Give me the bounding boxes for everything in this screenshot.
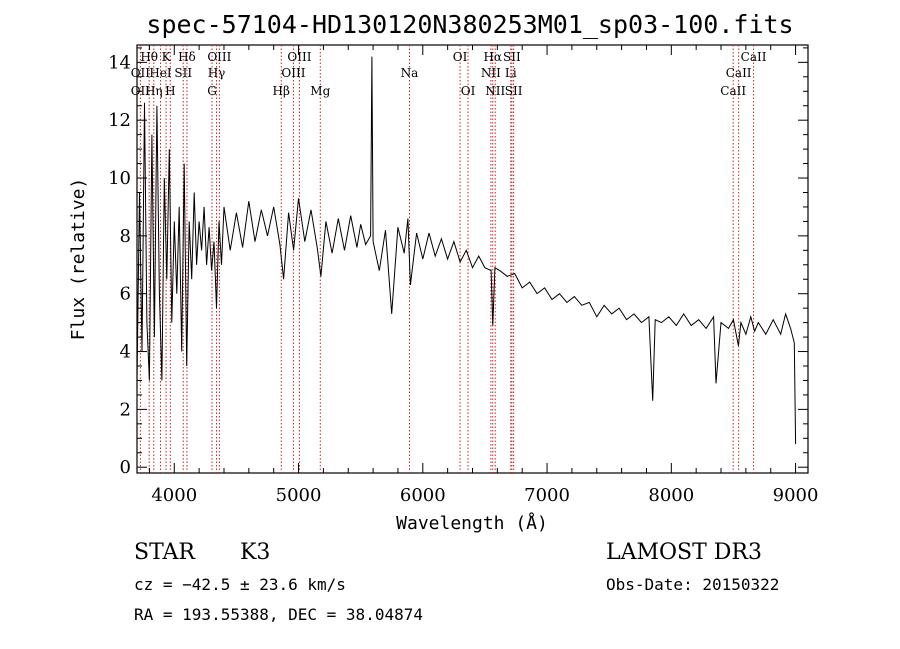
spectral-line-label: OI — [461, 84, 476, 98]
observation-date: Obs-Date: 20150322 — [606, 575, 779, 594]
spectral-line-label: Hα — [483, 50, 502, 64]
coordinates: RA = 193.55388, DEC = 38.04874 — [134, 605, 423, 624]
spectral-line-label: HeI — [149, 66, 172, 80]
object-class: STAR — [134, 540, 196, 565]
y-tick-label: 14 — [108, 52, 131, 73]
spectral-line-label: Hγ — [208, 66, 226, 80]
x-tick-labels: 4000 5000 6000 7000 8000 9000 — [151, 485, 818, 506]
spectral-line-label: CaII — [720, 84, 746, 98]
spectral-line-label: CaII — [741, 50, 767, 64]
spectral-line-label: SII — [505, 84, 523, 98]
object-subclass: K3 — [240, 540, 270, 565]
spectral-line-label: OIII — [207, 50, 231, 64]
x-axis-label: Wavelength (Å) — [396, 512, 548, 534]
y-axis-label: Flux (relative) — [68, 178, 89, 341]
y-tick-label: 12 — [108, 110, 131, 131]
spectral-line-label: Hη — [145, 84, 163, 98]
redshift-velocity: cz = −42.5 ± 23.6 km/s — [134, 575, 346, 594]
y-tick-labels: 0 2 4 6 8 10 12 14 — [108, 52, 131, 478]
y-tick-label: 2 — [120, 399, 131, 420]
x-tick-label: 8000 — [648, 485, 694, 506]
chart-title: spec-57104-HD130120N380253M01_sp03-100.f… — [146, 10, 793, 39]
y-tick-label: 10 — [108, 168, 131, 189]
spectral-line-label: G — [207, 84, 217, 98]
x-tick-label: 6000 — [400, 485, 446, 506]
spectral-line-label: SII — [174, 66, 192, 80]
x-tick-label: 4000 — [151, 485, 197, 506]
spectral-line-label: OII — [131, 66, 151, 80]
spectral-line-label: OIII — [287, 50, 311, 64]
spectral-line-label: Na — [401, 66, 419, 80]
x-tick-label: 9000 — [773, 485, 819, 506]
spectral-line-label: CaII — [726, 66, 752, 80]
survey-name: LAMOST DR3 — [606, 540, 762, 565]
spectral-line-label: K — [162, 50, 172, 64]
spectral-line-markers — [139, 45, 755, 473]
spectral-line-label: Hβ — [273, 84, 290, 98]
spectral-line-label: Hθ — [140, 50, 158, 64]
spectral-line-label: NII — [481, 66, 501, 80]
spectral-line-label: Mg — [310, 84, 330, 98]
spectrum-series-line — [136, 56, 797, 445]
info-block: STAR K3 LAMOST DR3 cz = −42.5 ± 23.6 km/… — [134, 540, 779, 624]
x-tick-label: 5000 — [276, 485, 322, 506]
spectral-line-label: OIII — [281, 66, 305, 80]
spectral-line-label: OI — [453, 50, 468, 64]
spectral-line-label: SII — [503, 50, 521, 64]
spectral-line-label: Li — [505, 66, 517, 80]
y-tick-label: 0 — [120, 457, 131, 478]
y-tick-label: 8 — [120, 226, 131, 247]
spectral-line-label: H — [165, 84, 175, 98]
x-tick-label: 7000 — [524, 485, 570, 506]
spectral-line-label: NII — [485, 84, 505, 98]
y-tick-label: 4 — [120, 342, 131, 363]
y-tick-label: 6 — [120, 284, 131, 305]
spectral-line-label: Hδ — [178, 50, 196, 64]
